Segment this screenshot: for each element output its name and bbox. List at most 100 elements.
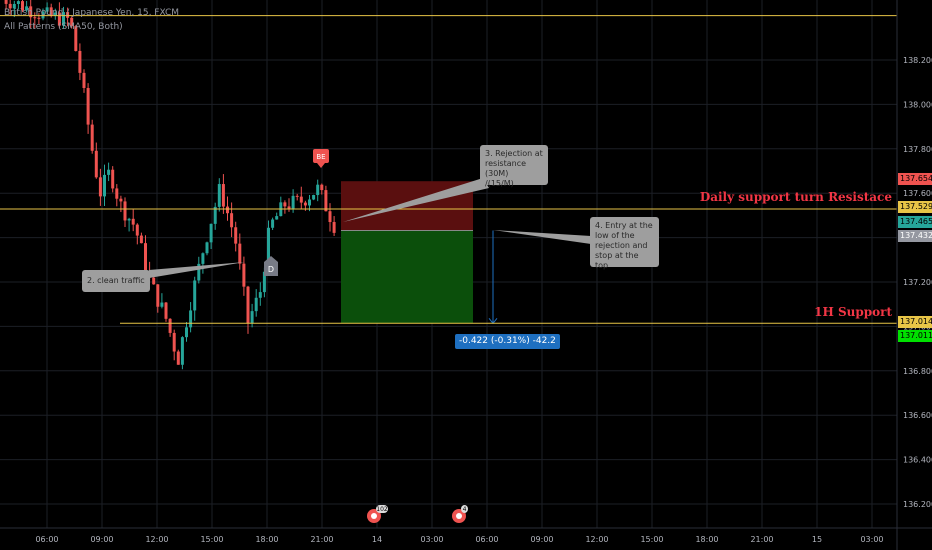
y-tick-label: 136.800: [903, 367, 932, 376]
pattern-markers: BE D: [264, 149, 329, 276]
candle-body: [139, 235, 143, 244]
candle-body: [209, 223, 213, 243]
candle-body: [107, 169, 111, 175]
candle-body: [115, 188, 119, 199]
candle-body: [254, 297, 258, 312]
event-badge-count: 102: [376, 506, 388, 513]
y-tick-label: 137.800: [903, 145, 932, 154]
y-tick-label: 136.200: [903, 500, 932, 509]
candle-body: [70, 17, 74, 27]
callout-pointer-traffic: [149, 262, 245, 278]
annotation-rejection[interactable]: 3. Rejection at resistance (30M) /(15/M): [480, 145, 548, 188]
candle-body: [217, 184, 221, 207]
candle-body: [90, 124, 94, 151]
candle-body: [131, 218, 135, 225]
candle-body: [283, 202, 287, 207]
candles: [4, 0, 336, 370]
candle-body: [205, 242, 209, 254]
candle-body: [189, 310, 193, 328]
candle-body: [8, 3, 12, 9]
candle-body: [258, 292, 262, 298]
candle-body: [41, 11, 45, 19]
annotation-line: rejection and: [595, 241, 648, 250]
candle-body: [62, 12, 65, 26]
y-tick-label: 137.200: [903, 278, 932, 287]
candle-body: [74, 26, 78, 51]
annotation-traffic[interactable]: 2. clean traffic: [82, 270, 150, 292]
candle-body: [299, 196, 303, 203]
price-tag-stop: 137.654: [898, 173, 932, 185]
candle-body: [213, 206, 217, 224]
candle-body: [176, 351, 180, 365]
price-tag-last: 137.465: [898, 216, 932, 228]
candle-body: [16, 1, 20, 4]
indicator-title: All Patterns (SMA50, Both): [4, 22, 123, 32]
event-badge-count-bg: [461, 505, 468, 513]
candle-body: [111, 169, 115, 189]
annotation-line: resistance (30M): [485, 159, 527, 178]
be-marker-label: BE: [316, 153, 325, 161]
position-change-label: -0.422 (-0.31%) -42.2: [455, 334, 560, 349]
candle-body: [320, 184, 324, 191]
candle-body: [98, 177, 102, 197]
resistance-label: Daily support turn Resistace: [699, 190, 892, 204]
candle-body: [152, 277, 156, 285]
candle-body: [66, 12, 70, 18]
candle-body: [21, 1, 24, 11]
candle-body: [287, 206, 291, 209]
candle-body: [78, 50, 82, 73]
price-tag-entry: 137.432: [898, 230, 932, 242]
level-lines: [0, 15, 897, 324]
price-tag-support: 137.014: [898, 316, 932, 328]
candle-body: [291, 195, 295, 209]
be-marker-pointer: [317, 163, 325, 168]
candle-body: [180, 337, 184, 365]
d-marker-label: D: [268, 265, 274, 274]
candle-body: [57, 12, 61, 26]
candle-body: [303, 202, 307, 206]
event-badge-count: 4: [463, 506, 467, 513]
event-badge-count-bg: [376, 505, 388, 513]
y-tick-label: 137.600: [903, 189, 932, 198]
event-badge-core: [456, 513, 462, 519]
candle-body: [328, 211, 332, 223]
candle-body: [262, 271, 266, 293]
target-zone: [341, 230, 473, 324]
candle-body: [86, 87, 90, 125]
annotation-line: 2. clean traffic: [87, 276, 145, 285]
x-tick-label: 09:00: [90, 535, 113, 544]
candle-body: [94, 150, 98, 178]
candle-body: [246, 286, 250, 324]
x-tick-label: 15: [812, 535, 822, 544]
candle-body: [49, 7, 53, 16]
support-label: 1H Support: [814, 305, 892, 319]
candle-body: [156, 284, 160, 307]
candle-body: [275, 216, 279, 220]
candle-body: [82, 72, 86, 88]
y-tick-label: 136.400: [903, 456, 932, 465]
candle-body: [267, 227, 270, 272]
candle-body: [119, 198, 123, 202]
candle-body: [308, 199, 311, 206]
x-tick-label: 09:00: [530, 535, 553, 544]
x-tick-label: 18:00: [695, 535, 718, 544]
candle-body: [25, 6, 29, 11]
candle-body: [37, 17, 41, 19]
candle-body: [242, 263, 246, 287]
annotation-line: 3. Rejection at: [485, 149, 543, 158]
callout-pointer-entry: [493, 230, 591, 244]
candle-body: [238, 243, 242, 264]
y-tick-label: 138.000: [903, 100, 932, 109]
x-tick-label: 06:00: [35, 535, 58, 544]
x-tick-label: 12:00: [585, 535, 608, 544]
event-badge-core: [371, 513, 377, 519]
candle-body: [164, 302, 168, 319]
callout-pointer-rejection: [343, 178, 489, 222]
annotation-line: 4. Entry at the: [595, 221, 653, 230]
x-tick-label: 14: [372, 535, 382, 544]
annotation-entry[interactable]: 4. Entry at the low of the rejection and…: [590, 217, 659, 270]
candle-body: [221, 184, 225, 207]
y-tick-label: 136.600: [903, 411, 932, 420]
candle-body: [33, 17, 37, 19]
price-tag-target: 137.011: [898, 330, 932, 342]
